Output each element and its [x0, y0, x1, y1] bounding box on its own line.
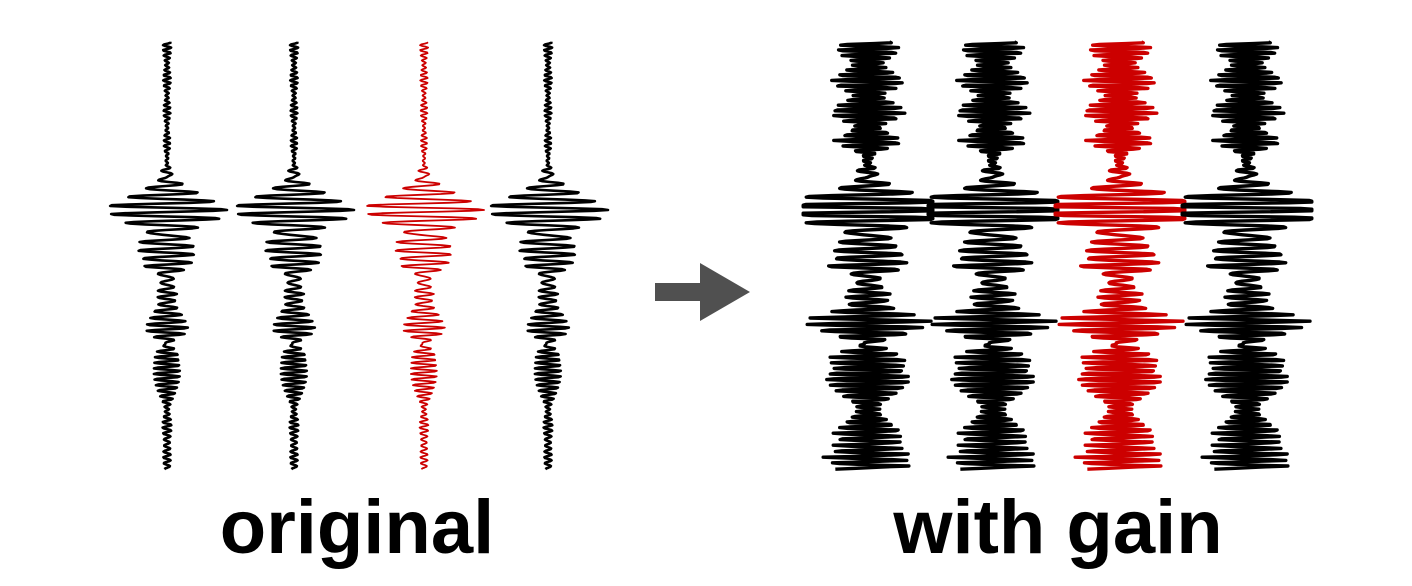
seismic-trace-1 — [108, 41, 229, 471]
seismic-trace-3 — [1053, 40, 1187, 471]
seismic-trace-2 — [235, 41, 356, 471]
right-arrow-icon — [655, 263, 750, 321]
seismic-trace-4 — [1180, 40, 1314, 471]
with-gain-label: with gain — [893, 485, 1223, 570]
gained-traces-panel — [801, 40, 1314, 471]
seismic-trace-1 — [801, 40, 935, 471]
original-traces-panel — [108, 41, 610, 471]
seismic-trace-3 — [366, 41, 485, 470]
seismic-trace-4 — [489, 41, 610, 471]
original-label: original — [219, 485, 495, 570]
seismic-trace-2 — [926, 40, 1060, 471]
